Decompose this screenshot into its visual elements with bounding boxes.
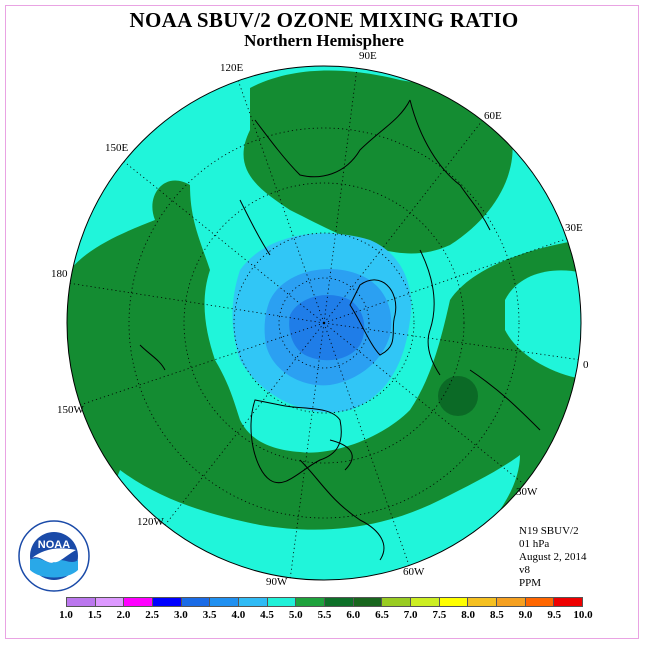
colorbar-tick-label: 8.5 <box>489 609 504 621</box>
noaa-logo: NOAA <box>18 520 90 592</box>
colorbar-segment <box>411 598 440 606</box>
colorbar-tick-label: 1.0 <box>59 609 73 621</box>
figure-title: NOAA SBUV/2 OZONE MIXING RATIO <box>129 8 519 32</box>
info-satellite: N19 SBUV/2 <box>519 525 579 537</box>
lon-label-30e: 30E <box>565 222 583 234</box>
colorbar-segment <box>554 598 583 606</box>
info-block: N19 SBUV/2 01 hPa August 2, 2014 v8 PPM <box>519 525 587 590</box>
colorbar-tick-label: 7.5 <box>432 609 447 621</box>
colorbar-segment <box>67 598 96 606</box>
coastlines <box>139 99 541 561</box>
lon-label-120e: 120E <box>220 62 244 74</box>
band-5-0-asia <box>243 70 513 254</box>
colorbar-segment <box>124 598 154 606</box>
colorbar-tick-label: 3.5 <box>202 609 217 621</box>
svg-text:NOAA: NOAA <box>38 539 70 551</box>
colorbar-segment <box>468 598 498 606</box>
lon-label-60e: 60E <box>484 110 502 122</box>
colorbar-segment <box>181 598 211 606</box>
graticule <box>67 67 581 580</box>
colorbar-tick-label: 1.5 <box>87 609 102 621</box>
colorbar-tick-label: 9.5 <box>547 609 562 621</box>
lon-label-60w: 60W <box>403 566 425 578</box>
colorbar-ticks: 1.0 1.5 2.0 2.5 3.0 3.5 4.0 4.5 5.0 5.5 6.0 6.5 7.0 7… <box>0 609 648 623</box>
colorbar-tick-label: 6.0 <box>346 609 361 621</box>
colorbar-segment <box>210 598 240 606</box>
map-outline <box>66 65 582 581</box>
lon-label-0: 0 <box>583 359 589 371</box>
colorbar-tick-label: 3.0 <box>174 609 188 621</box>
lon-label-150e: 150E <box>105 142 129 154</box>
figure-subtitle: Northern Hemisphere <box>244 31 404 50</box>
colorbar-segment <box>497 598 526 606</box>
colorbar-segment <box>239 598 268 606</box>
info-version: v8 <box>519 564 530 576</box>
lon-label-120w: 120W <box>137 516 164 528</box>
colorbar-segment <box>525 598 555 606</box>
colorbar-segment <box>325 598 354 606</box>
colorbar-tick-label: 9.0 <box>518 609 533 621</box>
colorbar-tick-label: 8.0 <box>461 609 475 621</box>
colorbar-tick-label: 5.0 <box>288 609 303 621</box>
band-2-5 <box>289 295 365 361</box>
lon-label-30w: 30W <box>516 486 538 498</box>
colorbar-segment <box>95 598 125 606</box>
colorbar-segment <box>296 598 326 606</box>
colorbar-tick-label: 4.5 <box>260 609 274 621</box>
colorbar-segment <box>153 598 182 606</box>
colorbar-tick-label: 10.0 <box>573 609 593 621</box>
band-4-5-east <box>505 270 581 380</box>
colorbar-segment <box>382 598 412 606</box>
colorbar-tick-label: 2.0 <box>116 609 131 621</box>
colorbar-segment <box>353 598 383 606</box>
colorbar <box>66 597 583 607</box>
colorbar-segment <box>439 598 469 606</box>
colorbar-tick-label: 4.0 <box>231 609 246 621</box>
lon-label-90w: 90W <box>266 576 288 588</box>
colorbar-segment <box>267 598 297 606</box>
lon-label-90e: 90E <box>359 50 377 62</box>
band-5-5-spot <box>438 376 478 416</box>
lon-label-150w: 150W <box>57 404 84 416</box>
info-date: August 2, 2014 <box>519 551 587 563</box>
info-level: 01 hPa <box>519 538 550 550</box>
colorbar-tick-label: 6.5 <box>375 609 389 621</box>
colorbar-tick-label: 5.5 <box>317 609 332 621</box>
colorbar-tick-label: 7.0 <box>403 609 418 621</box>
lon-label-180: 180 <box>51 268 68 280</box>
figure-frame <box>5 5 639 639</box>
info-units: PPM <box>519 577 542 589</box>
colorbar-tick-label: 2.5 <box>145 609 160 621</box>
